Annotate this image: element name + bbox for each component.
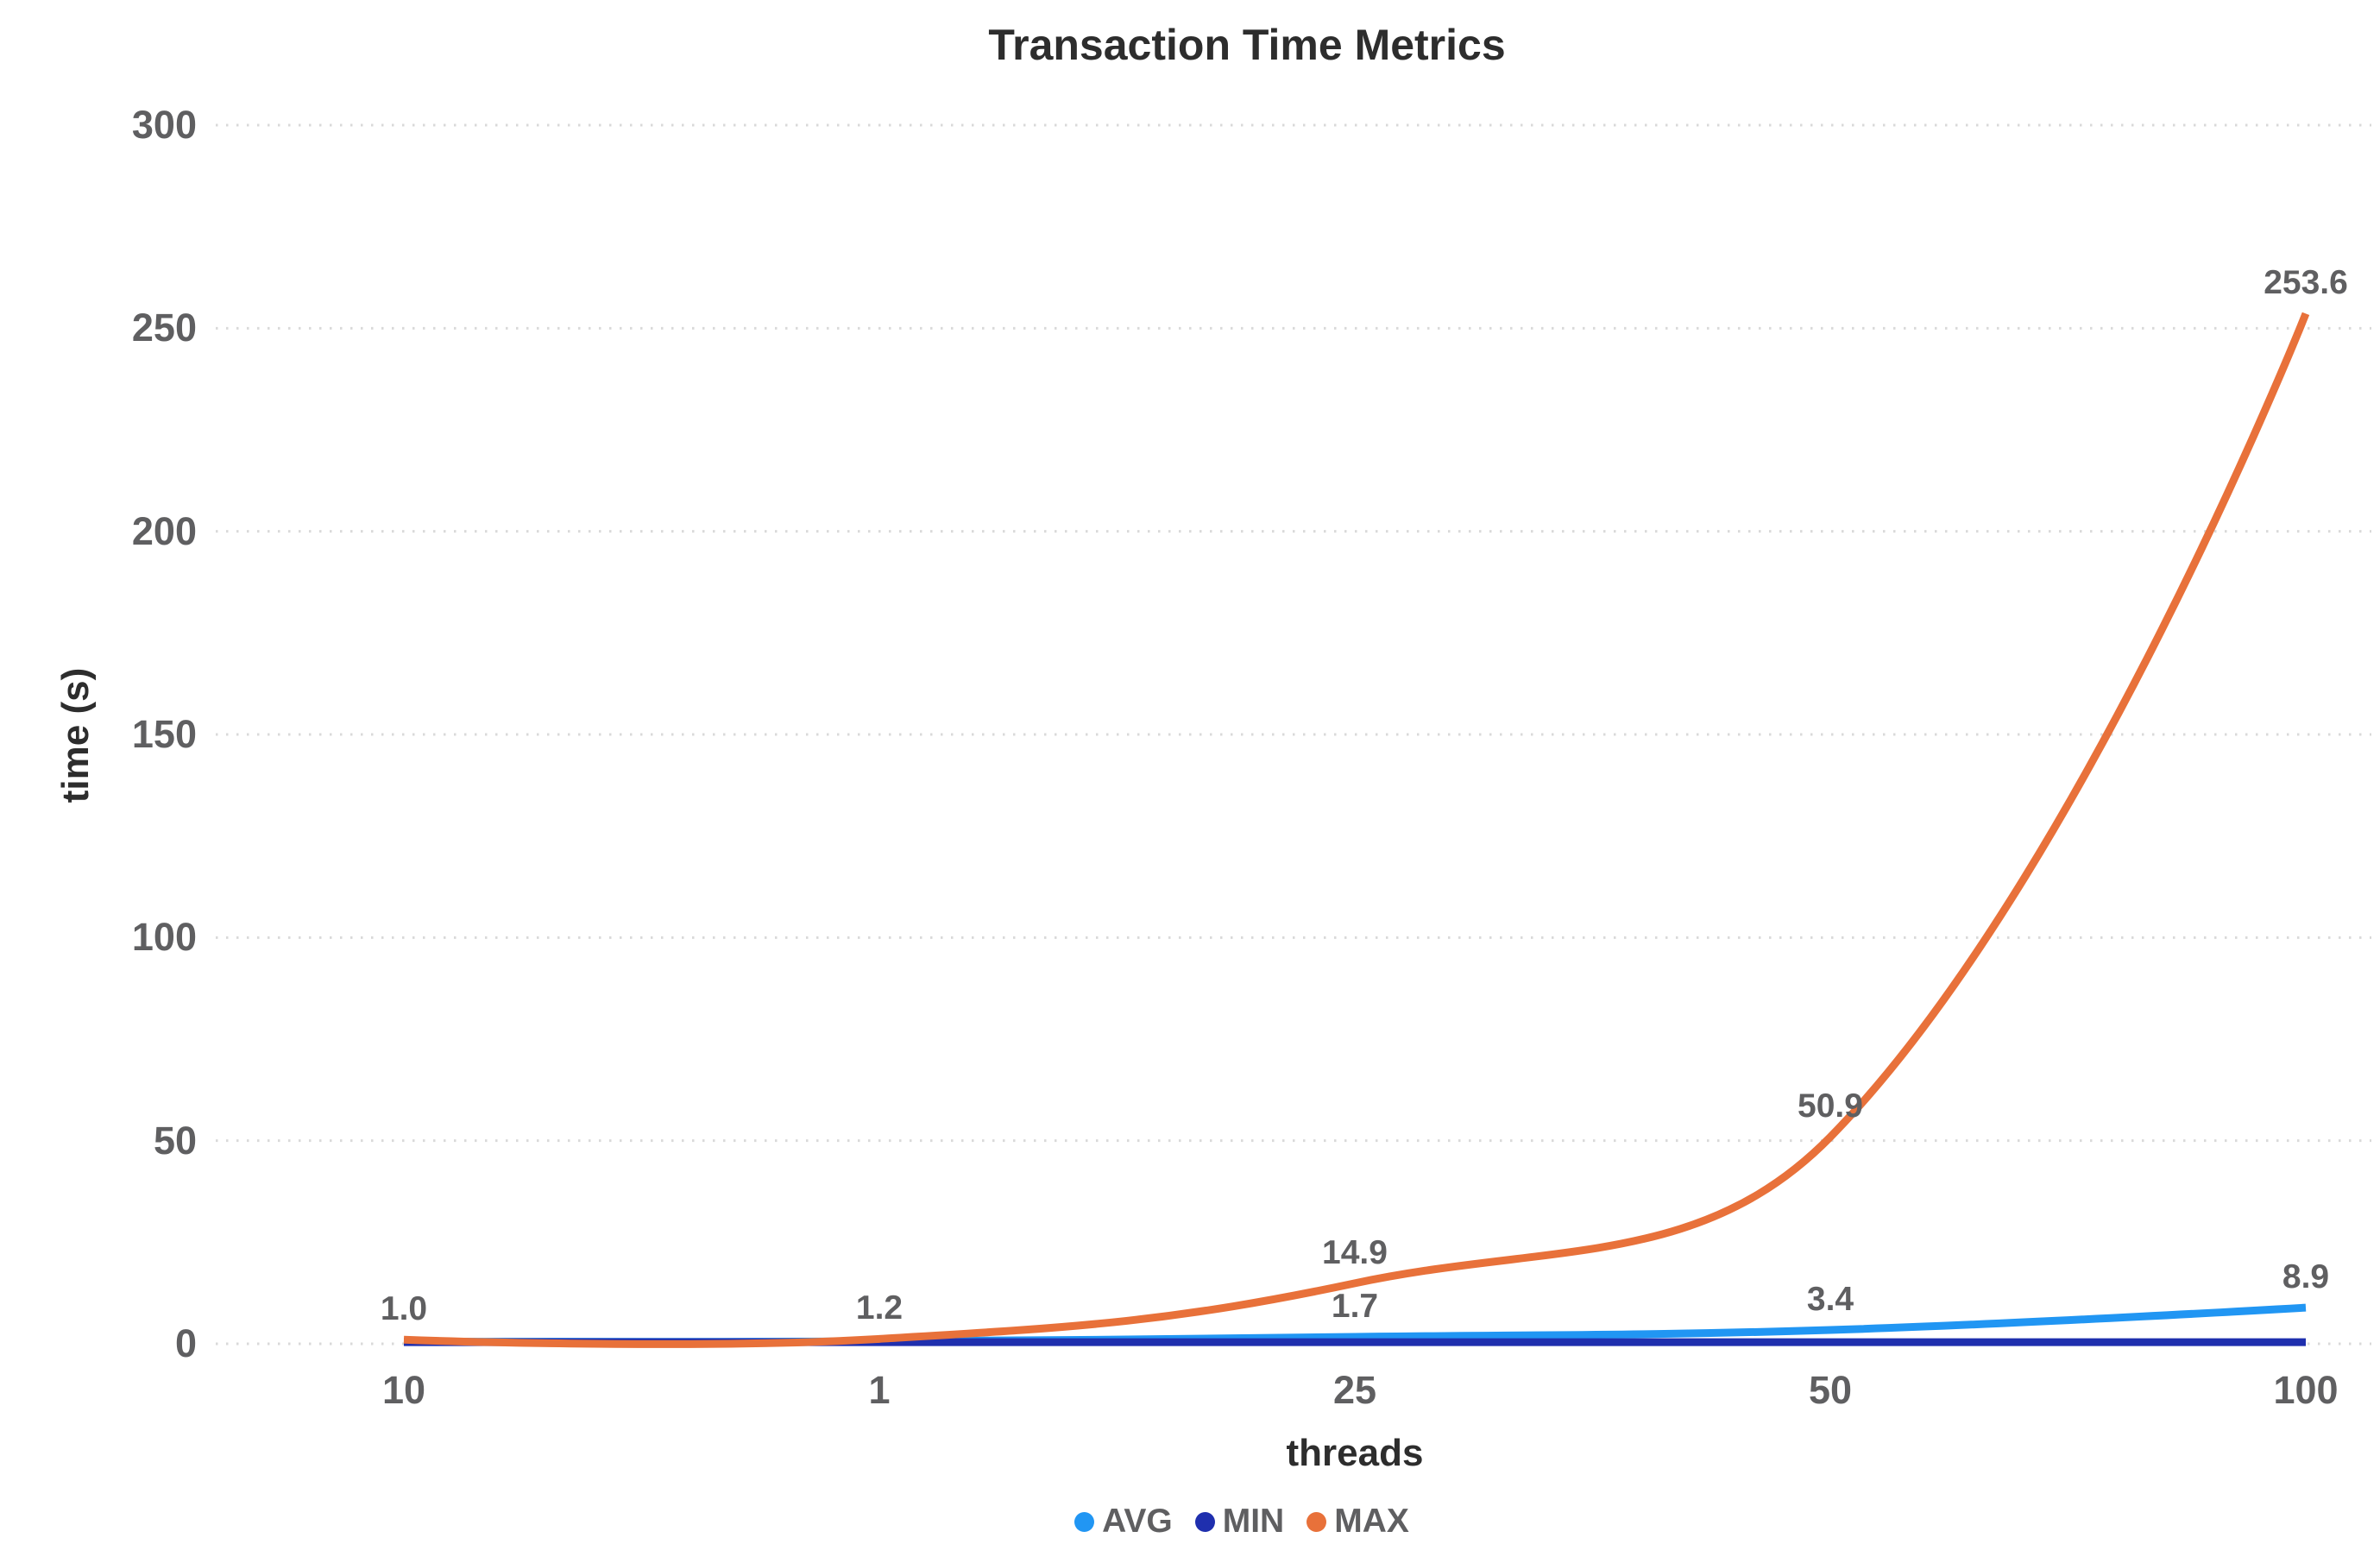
legend-item-min: MIN (1194, 1503, 1285, 1541)
data-label-avg-100: 8.9 (2282, 1258, 2330, 1296)
legend-label-max: MAX (1334, 1503, 1409, 1540)
y-tick-label-200: 200 (131, 508, 197, 553)
legend-swatch-min-icon (1194, 1511, 1215, 1532)
y-tick-label-0: 0 (174, 1321, 197, 1365)
legend: AVG MIN MAX (0, 1500, 2380, 1543)
legend-swatch-max-icon (1306, 1511, 1327, 1532)
x-tick-label-25: 25 (1332, 1368, 1377, 1412)
x-tick-label-50: 50 (1808, 1368, 1853, 1412)
x-tick-label-100: 100 (2273, 1368, 2339, 1412)
data-label-max-50: 50.9 (1798, 1087, 1863, 1125)
data-label-avg-50: 3.4 (1806, 1280, 1854, 1318)
data-label-max-25: 14.9 (1322, 1233, 1388, 1271)
series-line-max (403, 312, 2310, 1348)
y-tick-label-150: 150 (131, 712, 197, 756)
data-label-max-10: 1.0 (380, 1290, 428, 1328)
y-tick-label-300: 300 (131, 103, 197, 147)
y-tick-label-100: 100 (131, 915, 197, 960)
legend-swatch-avg-icon (1074, 1511, 1095, 1532)
data-label-max-100: 253.6 (2264, 264, 2348, 302)
x-tick-label-1: 1 (868, 1368, 891, 1412)
chart-title: Transaction Time Metrics (988, 21, 1506, 69)
legend-label-min: MIN (1222, 1503, 1285, 1540)
legend-label-avg: AVG (1102, 1503, 1173, 1540)
x-axis-title: threads (1286, 1432, 1424, 1474)
data-label-avg-25: 1.7 (1331, 1287, 1379, 1325)
y-tick-label-250: 250 (131, 306, 197, 350)
x-tick-label-10: 10 (381, 1368, 426, 1412)
data-label-max-1: 1.2 (855, 1289, 904, 1327)
y-tick-label-50: 50 (153, 1118, 197, 1163)
legend-item-avg: AVG (1074, 1503, 1173, 1541)
legend-item-max: MAX (1306, 1503, 1409, 1541)
